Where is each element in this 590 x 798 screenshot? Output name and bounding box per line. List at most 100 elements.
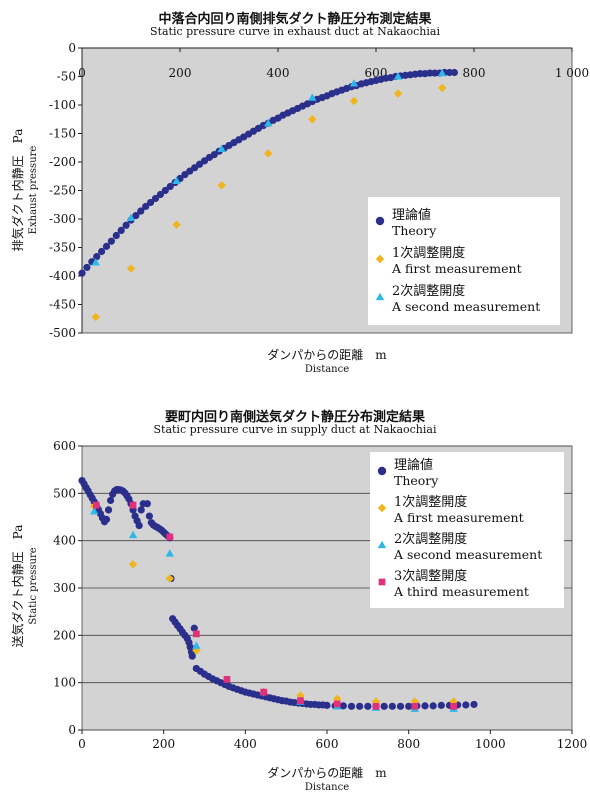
data-point bbox=[83, 263, 91, 272]
data-point bbox=[132, 211, 140, 220]
data-point bbox=[217, 144, 226, 153]
y-tick-label: 0 bbox=[68, 723, 76, 737]
legend-label-en: A second measurement bbox=[391, 299, 540, 314]
legend-label: 2次調整開度 bbox=[394, 531, 467, 547]
data-point bbox=[264, 119, 273, 127]
data-point bbox=[166, 533, 174, 541]
x-axis-title: ダンパからの距離 m bbox=[267, 765, 387, 780]
data-point bbox=[411, 702, 419, 710]
legend-marker bbox=[377, 540, 387, 549]
exhaust-chart-plot: 0 200 400 600 800 1 0000-50-100-150-200-250-3… bbox=[10, 41, 589, 375]
data-point bbox=[308, 115, 317, 124]
data-point bbox=[112, 231, 120, 240]
data-point bbox=[388, 702, 396, 710]
x-tick-label: 0 bbox=[78, 737, 86, 751]
x-tick-label: 600 bbox=[316, 737, 339, 751]
data-point bbox=[145, 512, 153, 520]
legend-label-en: Theory bbox=[394, 473, 439, 488]
data-point bbox=[372, 702, 380, 710]
x-tick-label: 400 bbox=[267, 66, 290, 80]
data-point bbox=[106, 496, 115, 505]
data-point bbox=[172, 176, 181, 184]
y-tick-label: 200 bbox=[53, 628, 76, 642]
data-point bbox=[260, 688, 268, 696]
data-point bbox=[356, 702, 364, 710]
data-point bbox=[117, 226, 125, 234]
y-tick-label: 400 bbox=[53, 534, 76, 548]
data-point bbox=[165, 549, 174, 557]
legend-label: 1次調整開度 bbox=[392, 245, 465, 261]
x-tick-label: 1200 bbox=[557, 737, 588, 751]
data-point bbox=[393, 72, 403, 80]
data-point bbox=[122, 221, 130, 229]
exhaust-chart: 中落合内回り南側排気ダクト静圧分布測定結果 Static pressure cu… bbox=[0, 0, 590, 390]
x-axis-title: ダンパからの距離 m bbox=[267, 347, 387, 362]
y-tick-label: -500 bbox=[49, 326, 76, 340]
x-tick-label: 200 bbox=[152, 737, 175, 751]
data-point bbox=[104, 506, 113, 514]
data-point bbox=[126, 264, 136, 273]
legend-marker bbox=[375, 254, 385, 264]
data-point bbox=[223, 675, 231, 683]
legend-label: 2次調整開度 bbox=[392, 283, 465, 299]
data-point bbox=[107, 237, 115, 245]
x-tick-label: 800 bbox=[397, 737, 420, 751]
data-point bbox=[450, 702, 457, 710]
chart-subtitle: Static pressure curve in supply duct at … bbox=[153, 423, 437, 436]
y-tick-label: -50 bbox=[57, 70, 76, 84]
data-point bbox=[128, 530, 138, 539]
legend-marker bbox=[375, 216, 385, 226]
data-point bbox=[396, 702, 405, 710]
data-point bbox=[161, 186, 169, 195]
x-tick-label: 200 bbox=[169, 66, 192, 80]
data-point bbox=[296, 691, 305, 700]
y-tick-label: 300 bbox=[53, 581, 76, 595]
data-point bbox=[429, 702, 437, 710]
y-tick-label: 0 bbox=[68, 41, 76, 55]
legend-label-en: Theory bbox=[392, 223, 437, 238]
legend-label: 理論値 bbox=[394, 457, 433, 473]
legend-marker bbox=[375, 292, 385, 301]
data-point bbox=[102, 242, 111, 250]
legend-label: 3次調整開度 bbox=[394, 568, 467, 584]
supply-chart: 要町内回り南側送気ダクト静圧分布測定結果 Static pressure cur… bbox=[0, 396, 590, 794]
x-axis-title-en: Distance bbox=[305, 782, 349, 793]
data-point bbox=[364, 702, 372, 710]
y-tick-label: -100 bbox=[49, 98, 76, 112]
data-point bbox=[371, 697, 381, 706]
data-point bbox=[421, 702, 429, 710]
x-tick-label: 1000 bbox=[475, 737, 506, 751]
chart-subtitle: Static pressure curve in exhaust duct at… bbox=[150, 25, 440, 38]
data-point bbox=[91, 258, 100, 266]
y-tick-label: 100 bbox=[53, 676, 76, 690]
data-point bbox=[91, 312, 100, 322]
y-tick-label: -350 bbox=[49, 241, 76, 255]
data-point bbox=[156, 190, 164, 199]
supply-chart-plot: 0 100 200 300 400 500 600 0 200 400 600 800 1000 1200… bbox=[10, 439, 588, 793]
data-point bbox=[470, 700, 478, 709]
y-tick-label: -150 bbox=[49, 127, 76, 141]
y-tick-label: -300 bbox=[49, 212, 76, 226]
legend-box bbox=[370, 452, 564, 608]
data-point bbox=[333, 700, 341, 708]
x-tick-label: 0 bbox=[78, 66, 86, 80]
data-point bbox=[349, 79, 359, 87]
data-point bbox=[190, 624, 198, 632]
data-point bbox=[142, 202, 150, 211]
data-point bbox=[135, 521, 143, 530]
y-tick-label: 600 bbox=[53, 439, 76, 453]
legend-label: 1次調整開度 bbox=[394, 494, 467, 510]
data-point bbox=[98, 247, 106, 256]
data-point bbox=[297, 697, 304, 705]
chart-title: 要町内回り南側送気ダクト静圧分布測定結果 bbox=[164, 410, 425, 425]
chart-title: 中落合内回り南側排気ダクト静圧分布測定結果 bbox=[158, 12, 432, 27]
data-point bbox=[308, 93, 317, 101]
legend-label-en: A second measurement bbox=[393, 547, 542, 562]
legend-marker bbox=[377, 503, 387, 513]
data-point bbox=[349, 96, 359, 106]
data-point bbox=[347, 702, 356, 710]
data-point bbox=[437, 68, 447, 77]
y-tick-label: -200 bbox=[49, 155, 76, 169]
data-point bbox=[380, 702, 388, 710]
y-axis-title: 排気ダクト内静圧 Pa bbox=[10, 129, 25, 252]
